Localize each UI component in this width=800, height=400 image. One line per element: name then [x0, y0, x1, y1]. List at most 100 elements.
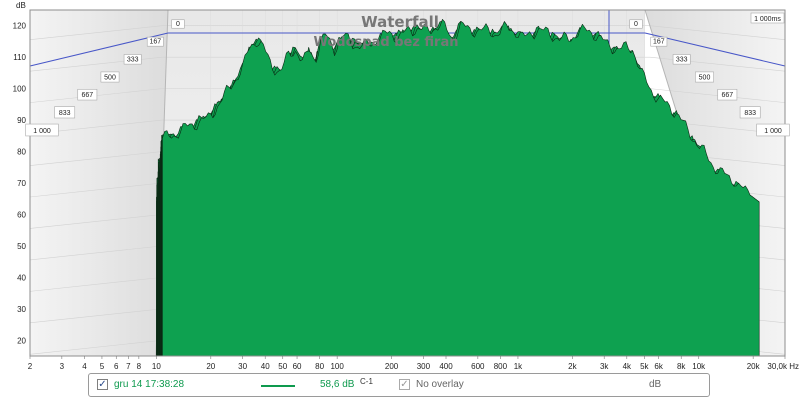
x-tick-label: 2k — [568, 362, 577, 371]
right-time-tick-label: 833 — [744, 110, 756, 117]
x-tick-label: 5k — [640, 362, 649, 371]
x-tick-label: 800 — [494, 362, 508, 371]
right-time-tick-label: 167 — [653, 39, 665, 46]
chart-title: Waterfall — [361, 13, 439, 31]
x-tick-label: 4 — [82, 362, 87, 371]
x-tick-label: 6k — [654, 362, 663, 371]
y-tick-label: 50 — [17, 242, 26, 251]
left-time-tick-label: 833 — [59, 110, 71, 117]
smoothing-value: 58,6 dB — [320, 379, 355, 390]
left-time-tick-label: 667 — [81, 92, 93, 99]
plot-frame — [29, 9, 786, 357]
legend-bar: ✓ gru 14 17:38:28 58,6 dB C-1 ✓ No overl… — [88, 373, 710, 397]
legend-unit-label: dB — [649, 379, 662, 390]
overlay-checkbox[interactable]: ✓ — [399, 379, 410, 390]
left-time-tick-label: 333 — [127, 56, 139, 63]
grid-line-left — [29, 151, 163, 166]
right-time-tick: 667 — [717, 88, 738, 101]
left-time-tick: 167 — [146, 36, 164, 47]
y-tick-label: 80 — [17, 148, 26, 157]
time-unit-box: 1 000ms — [750, 12, 785, 24]
time-unit-label: 1 000ms — [754, 16, 781, 23]
x-tick-label: 3k — [600, 362, 609, 371]
left-diagonal — [29, 32, 169, 67]
y-tick-label: 30 — [17, 305, 26, 314]
waterfall-surface — [156, 19, 760, 357]
x-tick-label: 50 — [278, 362, 287, 371]
x-tick-label: 200 — [385, 362, 399, 371]
x-tick-label: 300 — [417, 362, 431, 371]
grid-line-left — [29, 308, 163, 324]
x-tick-label: 7 — [126, 362, 131, 371]
left-time-tick-label: 167 — [149, 39, 161, 46]
time-axis-ticks: 0 0 167 167 333 333 500 500 667 667 833 833 1 000 1 0… — [25, 19, 790, 137]
grid-line-left — [29, 214, 163, 229]
grid-line-right — [649, 25, 786, 41]
y-axis-ticks: 20 30 40 50 60 70 80 90 100 110 120 — [13, 22, 27, 346]
x-tick-label: 20 — [206, 362, 215, 371]
trace-label: gru 14 17:38:28 — [114, 379, 185, 390]
trace-checkbox[interactable]: ✓ — [97, 379, 108, 390]
x-tick-label: 40 — [261, 362, 270, 371]
y-tick-label: 60 — [17, 210, 26, 219]
x-tick-label: 30,0k Hz — [767, 362, 799, 371]
x-tick-label: 400 — [439, 362, 453, 371]
x-tick-label: 5 — [100, 362, 105, 371]
y-unit-label: dB — [16, 1, 26, 10]
y-tick-label: 20 — [17, 336, 26, 345]
x-tick-label: 1k — [514, 362, 523, 371]
x-tick-label: 2 — [28, 362, 33, 371]
grid-line-right — [649, 56, 786, 72]
x-tick-label: 8 — [137, 362, 142, 371]
left-time-tick: 0 — [171, 19, 185, 29]
trace-color-swatch — [261, 385, 295, 387]
right-time-tick-label: 500 — [699, 74, 711, 81]
left-time-tick: 333 — [123, 54, 142, 65]
right-time-tick: 0 — [629, 19, 643, 29]
x-tick-label: 3 — [60, 362, 65, 371]
left-wall — [30, 10, 168, 356]
x-tick-label: 60 — [293, 362, 302, 371]
right-time-tick: 1 000 — [756, 123, 790, 137]
chart-subtitle: Wodospad bez firan — [314, 35, 459, 50]
x-tick-label: 20k — [747, 362, 761, 371]
x-tick-label: 10k — [692, 362, 706, 371]
grid-line-left — [29, 277, 163, 292]
right-time-tick-label: 0 — [634, 21, 638, 28]
left-time-tick: 500 — [100, 71, 120, 83]
right-time-tick: 833 — [739, 106, 761, 119]
grid-line-left — [29, 339, 163, 355]
right-time-tick: 500 — [695, 71, 714, 83]
right-time-tick-label: 667 — [721, 92, 733, 99]
y-tick-label: 120 — [13, 22, 27, 31]
right-time-tick: 167 — [650, 36, 668, 47]
x-tick-label: 4k — [623, 362, 632, 371]
right-diagonal — [644, 32, 786, 67]
x-tick-label: 8k — [677, 362, 686, 371]
smoothing-suffix: C-1 — [360, 377, 373, 386]
left-time-tick-label: 0 — [176, 21, 180, 28]
x-tick-label: 100 — [330, 362, 344, 371]
right-time-tick: 333 — [672, 54, 691, 65]
grid-line-left — [29, 25, 163, 41]
x-tick-label: 30 — [238, 362, 247, 371]
x-axis-ticks: 2 3 4 5 6 7 8 10 20 30 40 50 60 80 100 200 300 400 600 800 1… — [28, 356, 799, 371]
right-time-tick-label: 1 000 — [764, 128, 782, 135]
left-time-tick-label: 500 — [104, 74, 116, 81]
x-tick-label: 80 — [315, 362, 324, 371]
x-tick-label: 600 — [471, 362, 485, 371]
grid-line-left — [29, 245, 163, 261]
left-time-tick: 833 — [54, 106, 76, 119]
x-tick-label: 10 — [152, 362, 161, 371]
right-time-tick-label: 333 — [676, 56, 688, 63]
left-time-tick: 667 — [77, 88, 98, 101]
x-tick-label: 6 — [114, 362, 119, 371]
y-tick-label: 90 — [17, 116, 26, 125]
waterfall-slice — [162, 19, 760, 357]
left-time-tick: 1 000 — [25, 123, 59, 137]
overlay-label: No overlay — [416, 379, 464, 390]
grid-line-left — [29, 182, 163, 198]
y-tick-label: 100 — [13, 85, 27, 94]
y-tick-label: 70 — [17, 179, 26, 188]
